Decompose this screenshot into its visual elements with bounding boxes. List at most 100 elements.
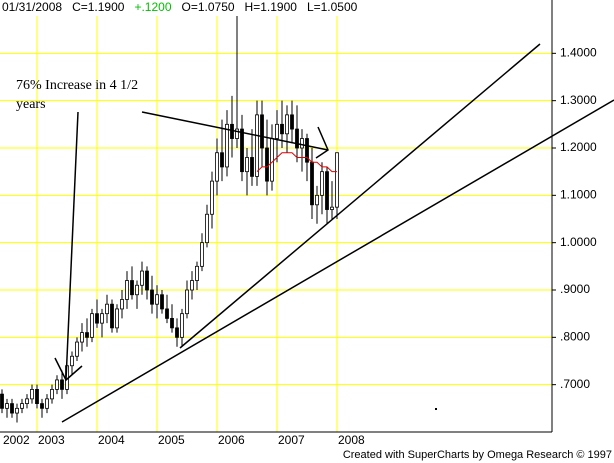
candle-body <box>25 398 29 405</box>
candle-body <box>300 138 304 149</box>
header-low: L=1.0500 <box>307 0 358 14</box>
candle-body <box>95 313 99 324</box>
arrow <box>65 111 79 381</box>
candle-body <box>115 308 119 329</box>
candle-body <box>225 123 229 168</box>
candle-body <box>55 379 59 390</box>
candle-body <box>290 114 294 130</box>
candle-body <box>265 147 269 182</box>
arrow <box>315 126 329 159</box>
x-tick-label: 2003 <box>38 433 65 447</box>
candle-body <box>40 403 44 409</box>
x-tick-label: 2004 <box>98 433 125 447</box>
candle-body <box>30 388 34 400</box>
candle-body <box>330 206 334 210</box>
dot <box>435 408 437 410</box>
candle-body <box>155 294 159 305</box>
candle-body <box>80 332 84 343</box>
candle-body <box>200 242 204 267</box>
candle-body <box>180 313 184 338</box>
y-tick-label: 1.2000 <box>560 140 597 154</box>
candle-body <box>220 152 224 168</box>
annotation: 76% Increase in 4 1/2 <box>16 78 138 93</box>
candle-body <box>215 152 219 182</box>
candle-body <box>140 270 144 286</box>
candle-body <box>235 128 239 139</box>
y-tick-label: 1.4000 <box>560 46 597 60</box>
candle-body <box>285 114 289 135</box>
candle-body <box>255 114 259 177</box>
candle-body <box>250 157 254 177</box>
y-tick-label: 1.0000 <box>560 235 597 249</box>
moving-average <box>256 152 337 173</box>
candle-body <box>165 308 169 319</box>
marks <box>0 15 339 423</box>
candle-body <box>320 171 324 196</box>
candle-body <box>90 313 94 338</box>
candle-body <box>120 299 124 310</box>
candle-body <box>240 128 244 173</box>
header-bg <box>0 0 402 16</box>
candle-body <box>315 194 319 206</box>
candle-body <box>100 313 104 324</box>
candle-body <box>35 388 39 404</box>
candle-body <box>335 152 339 208</box>
y-tick-label: .8000 <box>560 330 590 344</box>
header-high: H=1.1900 <box>245 0 298 14</box>
header-close: C=1.1900 <box>72 0 125 14</box>
candle-body <box>170 317 174 329</box>
trend-lines <box>54 43 614 423</box>
candle-body <box>5 403 9 409</box>
candle-body <box>305 138 309 163</box>
candle-body <box>310 161 314 206</box>
candle-body <box>10 403 14 414</box>
candle-body <box>270 138 274 182</box>
x-tick-label: 2002 <box>3 433 30 447</box>
candle-body <box>325 171 329 210</box>
candle-body <box>160 294 164 310</box>
candle-body <box>105 303 109 315</box>
x-tick-label: 2006 <box>218 433 245 447</box>
candle-body <box>150 289 154 305</box>
trend-line <box>61 99 614 423</box>
y-tick-label: .9000 <box>560 282 590 296</box>
candle-body <box>50 388 54 400</box>
candle-body <box>195 265 199 281</box>
candle-body <box>175 327 179 338</box>
candle-body <box>60 379 64 390</box>
candle-body <box>45 398 49 409</box>
candle-body <box>190 280 194 291</box>
y-tick-label: .7000 <box>560 377 590 391</box>
candle-body <box>295 128 299 149</box>
header: 01/31/2008 C=1.1900 +.1200 O=1.0750 H=1.1900… <box>2 0 358 14</box>
y-tick-label: 1.3000 <box>560 93 597 107</box>
candle-body <box>125 280 129 300</box>
x-tick-label: 2005 <box>158 433 185 447</box>
candle-body <box>70 355 74 367</box>
candle-body <box>245 157 249 173</box>
candle-body <box>75 341 79 357</box>
candle-body <box>110 303 114 329</box>
candle-body <box>0 393 4 409</box>
arrow <box>54 357 83 382</box>
candle-body <box>210 180 214 215</box>
trend-line <box>179 43 541 349</box>
trend-line <box>141 111 329 151</box>
candle-body <box>230 123 234 139</box>
header-date: 01/31/2008 <box>2 0 62 14</box>
candle-body <box>130 280 134 296</box>
candle-body <box>185 289 189 315</box>
header-open: O=1.0750 <box>182 0 235 14</box>
candle-body <box>260 114 264 149</box>
footer: Created with SuperCharts by Omega Resear… <box>343 449 612 461</box>
header-change: +.1200 <box>134 0 171 14</box>
candle-body <box>280 123 284 135</box>
y-tick-label: 1.1000 <box>560 188 597 202</box>
candle-body <box>135 284 139 296</box>
candle-body <box>145 270 149 291</box>
annotation: years <box>16 97 46 112</box>
x-tick-label: 2008 <box>338 433 365 447</box>
